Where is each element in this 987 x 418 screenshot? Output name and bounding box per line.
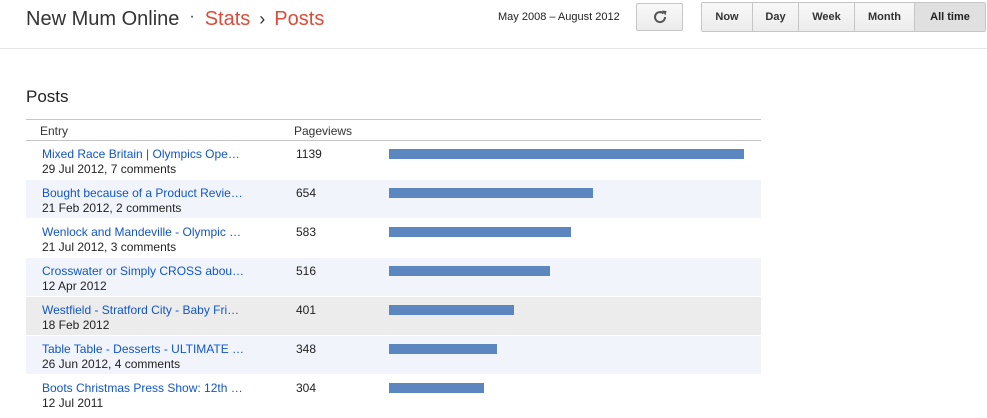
column-header-pageviews: Pageviews [294, 124, 353, 138]
post-title-link[interactable]: Bought because of a Product Revie… [42, 186, 243, 200]
breadcrumb-dot: · [189, 8, 195, 25]
pageviews-bar [389, 383, 484, 393]
breadcrumb-posts: Posts [274, 8, 325, 30]
table-row: Boots Christmas Press Show: 12th … 12 Ju… [26, 375, 761, 414]
table-row: Table Table - Desserts - ULTIMATE … 26 J… [26, 336, 761, 375]
period-day-button[interactable]: Day [753, 3, 799, 31]
post-meta: 18 Feb 2012 [42, 318, 110, 332]
post-title-link[interactable]: Westfield - Stratford City - Baby Fri… [42, 303, 240, 317]
post-title-link[interactable]: Table Table - Desserts - ULTIMATE … [42, 342, 245, 356]
table-header: Entry Pageviews [26, 119, 761, 141]
period-selector: Now Day Week Month All time [701, 2, 986, 32]
pageviews-count: 348 [296, 342, 317, 356]
post-meta: 12 Apr 2012 [42, 279, 107, 293]
stats-header: New Mum Online · Stats › Posts May 2008 – Au… [0, 0, 987, 49]
posts-table: Entry Pageviews Mixed Race Britain | Oly… [26, 119, 761, 414]
post-title-link[interactable]: Mixed Race Britain | Olympics Ope… [42, 147, 240, 161]
table-row: Bought because of a Product Revie… 21 Fe… [26, 180, 761, 219]
blog-name[interactable]: New Mum Online [26, 8, 180, 30]
table-row: Mixed Race Britain | Olympics Ope… 29 Ju… [26, 141, 761, 180]
post-meta: 12 Jul 2011 [42, 396, 104, 410]
post-title-link[interactable]: Wenlock and Mandeville - Olympic … [42, 225, 242, 239]
pageviews-count: 401 [296, 303, 317, 317]
breadcrumb-stats[interactable]: Stats [204, 8, 251, 30]
period-week-button[interactable]: Week [799, 3, 855, 31]
post-meta: 21 Jul 2012, 3 comments [42, 240, 177, 254]
pageviews-bar [389, 266, 550, 276]
breadcrumb-separator: › [259, 9, 266, 29]
pageviews-bar [389, 227, 571, 237]
breadcrumb: New Mum Online · Stats › Posts [26, 8, 324, 31]
table-row: Westfield - Stratford City - Baby Fri… 1… [26, 297, 761, 336]
post-meta: 26 Jun 2012, 4 comments [42, 357, 181, 371]
pageviews-bar [389, 305, 514, 315]
column-header-entry: Entry [40, 124, 69, 138]
table-row: Crosswater or Simply CROSS abou… 12 Apr … [26, 258, 761, 297]
post-meta: 29 Jul 2012, 7 comments [42, 162, 177, 176]
date-range: May 2008 – August 2012 [498, 11, 620, 23]
post-title-link[interactable]: Crosswater or Simply CROSS abou… [42, 264, 245, 278]
refresh-button[interactable] [636, 3, 683, 31]
table-row: Wenlock and Mandeville - Olympic … 21 Ju… [26, 219, 761, 258]
post-title-link[interactable]: Boots Christmas Press Show: 12th … [42, 381, 243, 395]
pageviews-count: 1139 [296, 147, 322, 161]
period-all-time-button[interactable]: All time [915, 3, 985, 31]
pageviews-bar [389, 188, 593, 198]
post-meta: 21 Feb 2012, 2 comments [42, 201, 182, 215]
pageviews-bar [389, 344, 497, 354]
period-month-button[interactable]: Month [855, 3, 915, 31]
pageviews-count: 654 [296, 186, 317, 200]
pageviews-count: 304 [296, 381, 317, 395]
pageviews-bar [389, 149, 744, 159]
section-title: Posts [26, 87, 69, 106]
pageviews-count: 583 [296, 225, 317, 239]
refresh-icon [653, 10, 666, 24]
pageviews-count: 516 [296, 264, 317, 278]
period-now-button[interactable]: Now [702, 3, 753, 31]
